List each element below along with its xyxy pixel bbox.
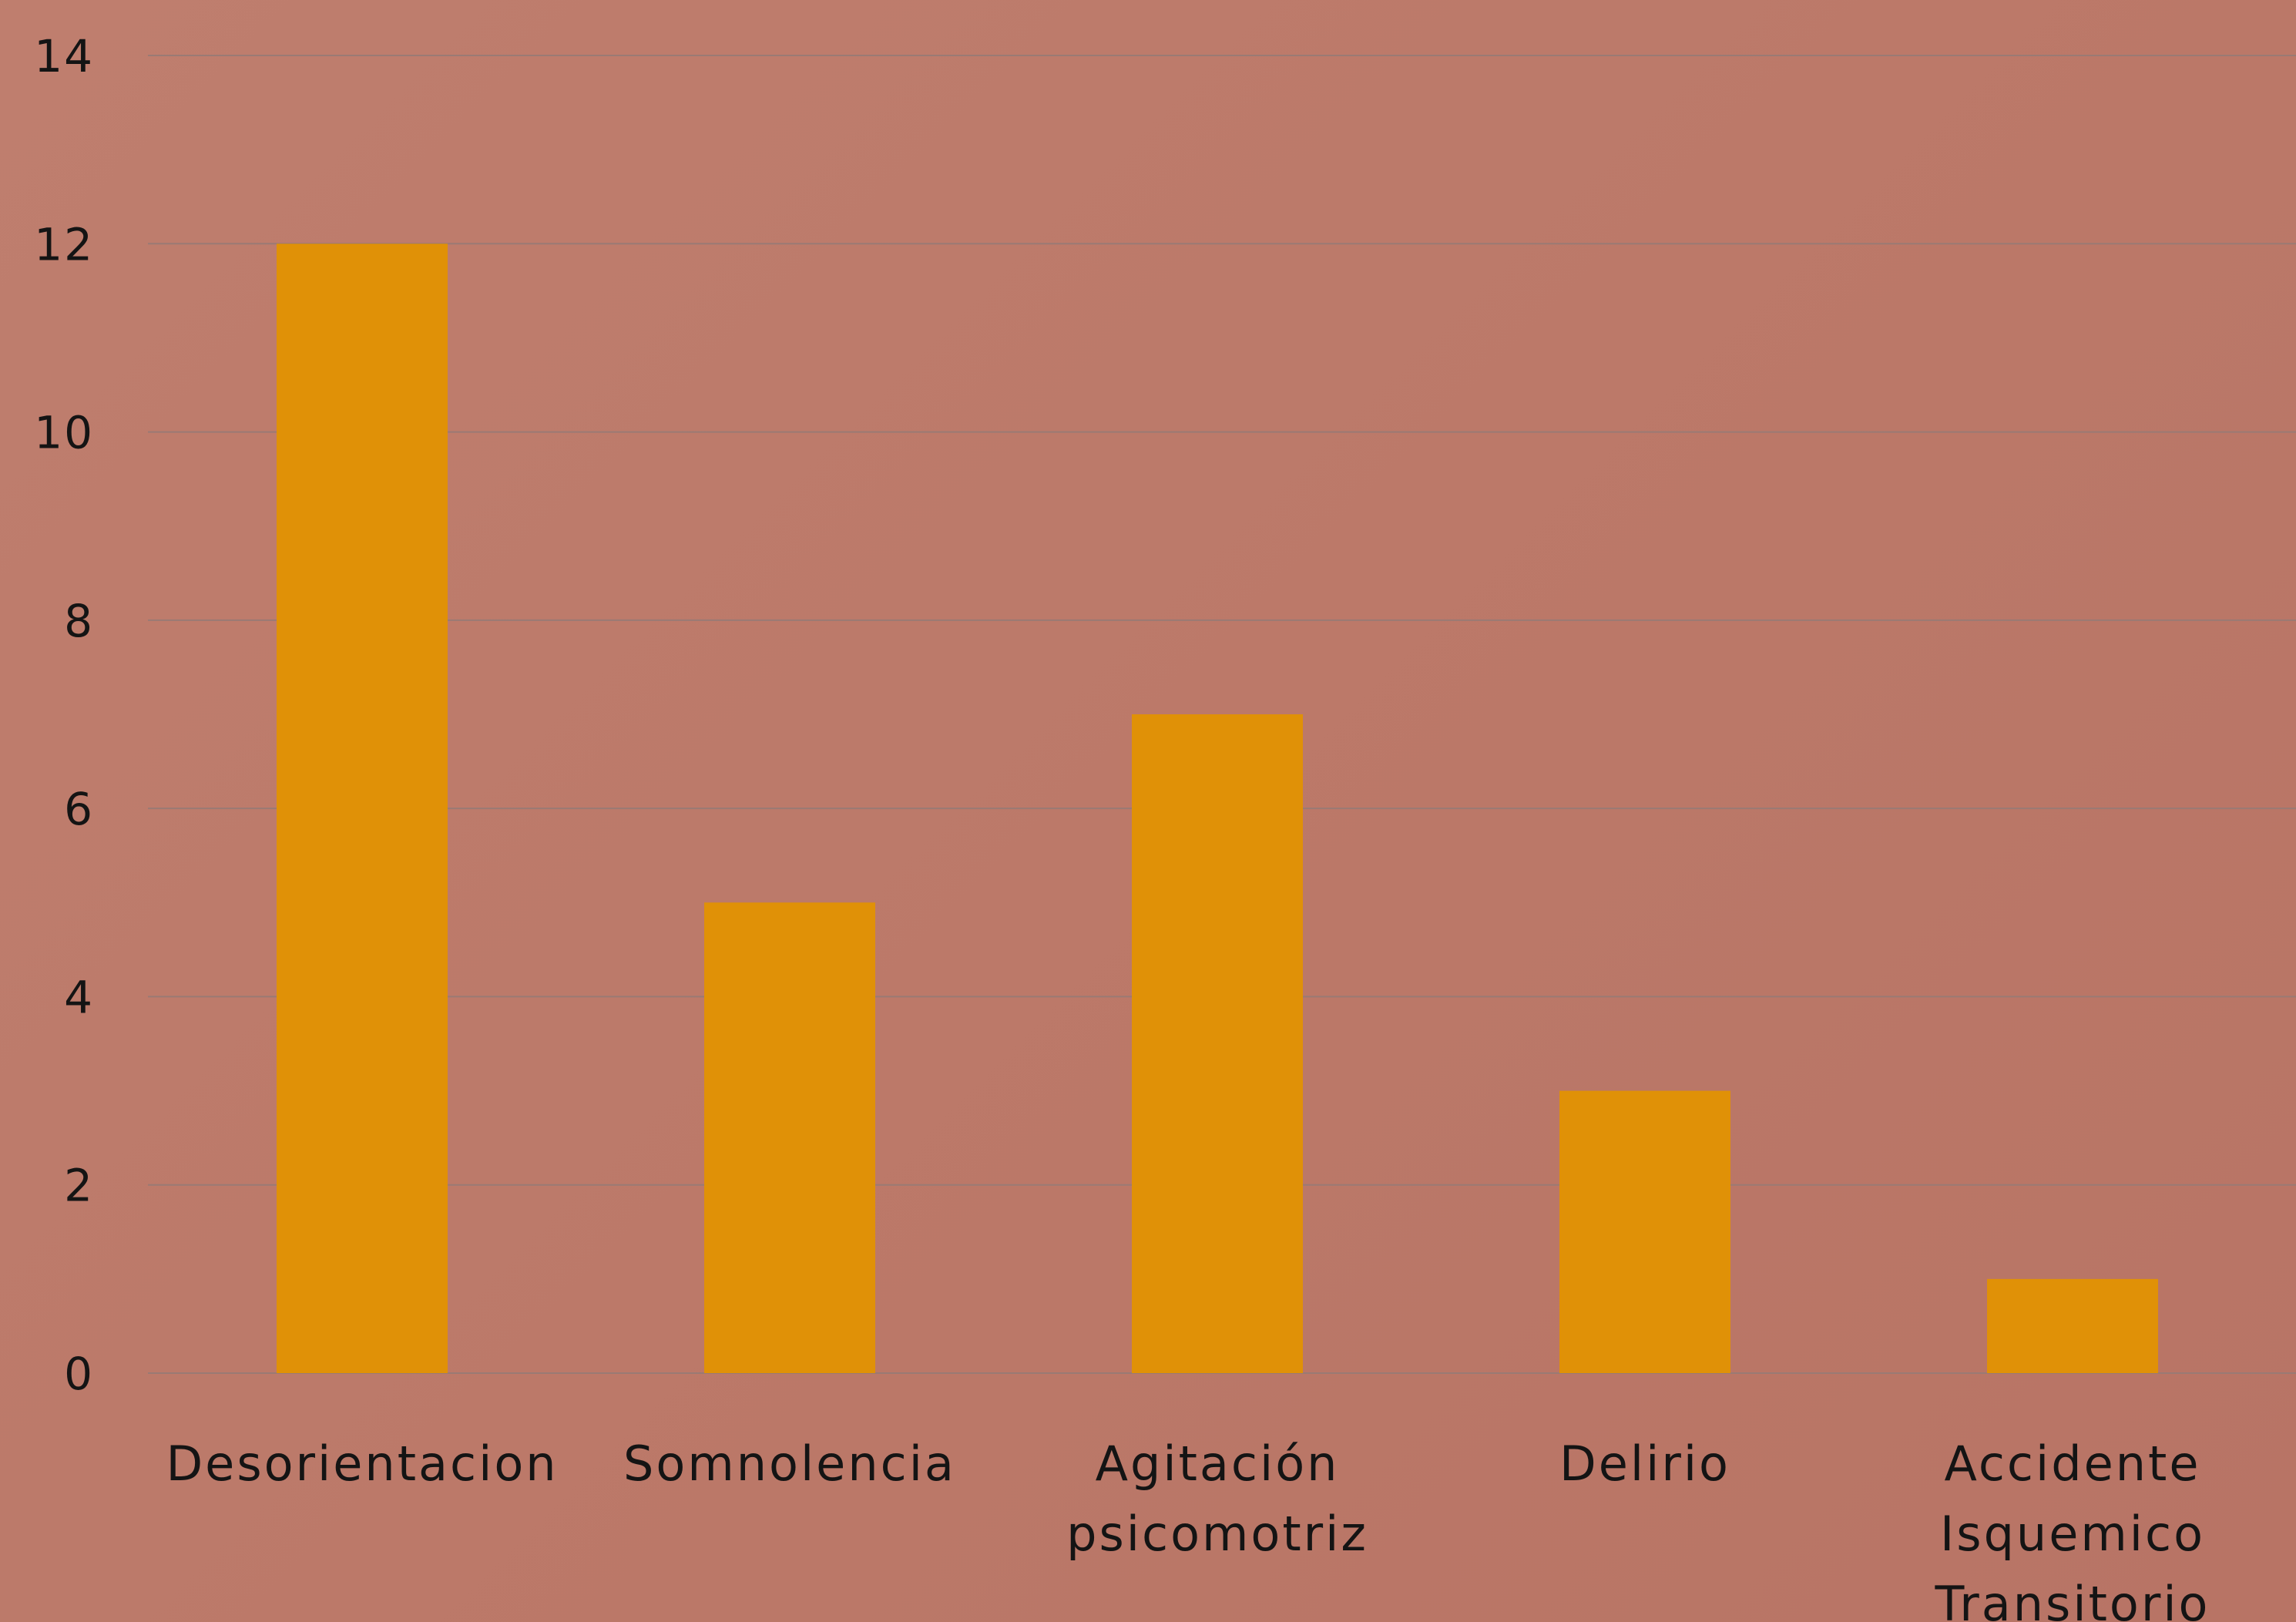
bar-0 — [277, 243, 448, 1374]
x-category-label-line: Desorientacion — [166, 1436, 558, 1492]
bar-3 — [1559, 1090, 1730, 1373]
y-tick-label: 4 — [64, 971, 94, 1023]
bar-4 — [1987, 1278, 2158, 1373]
x-category-label: Desorientacion — [166, 1436, 558, 1492]
x-category-label-line: Somnolencia — [623, 1436, 956, 1492]
y-tick-label: 8 — [64, 595, 94, 647]
x-category-label-line: Agitación — [1096, 1436, 1340, 1492]
bar-1 — [704, 902, 875, 1373]
x-category-label: Accidente Isquemico Transitorio — [1935, 1436, 2210, 1622]
x-category-label-line: Delirio — [1559, 1436, 1730, 1492]
bars — [277, 243, 2158, 1374]
y-tick-label: 6 — [64, 783, 94, 835]
y-tick-label: 12 — [34, 218, 94, 270]
x-axis-category-labels: Desorientacion Somnolencia Agitación psicom… — [166, 1436, 2210, 1622]
y-tick-label: 14 — [34, 30, 94, 82]
x-category-label: Agitación psicomotriz — [1066, 1436, 1368, 1562]
y-axis-tick-labels: 0 2 4 6 8 10 12 14 — [34, 30, 94, 1400]
y-tick-label: 0 — [64, 1348, 94, 1400]
bar-2 — [1132, 714, 1303, 1373]
x-category-label-line: Isquemico — [1940, 1506, 2205, 1562]
x-category-label-line: Transitorio — [1935, 1576, 2210, 1622]
x-category-label: Somnolencia — [623, 1436, 956, 1492]
x-category-label: Delirio — [1559, 1436, 1730, 1492]
x-category-label-line: Accidente — [1945, 1436, 2201, 1492]
y-tick-label: 2 — [64, 1160, 94, 1212]
x-category-label-line: psicomotriz — [1066, 1506, 1368, 1562]
y-tick-label: 10 — [34, 407, 94, 459]
